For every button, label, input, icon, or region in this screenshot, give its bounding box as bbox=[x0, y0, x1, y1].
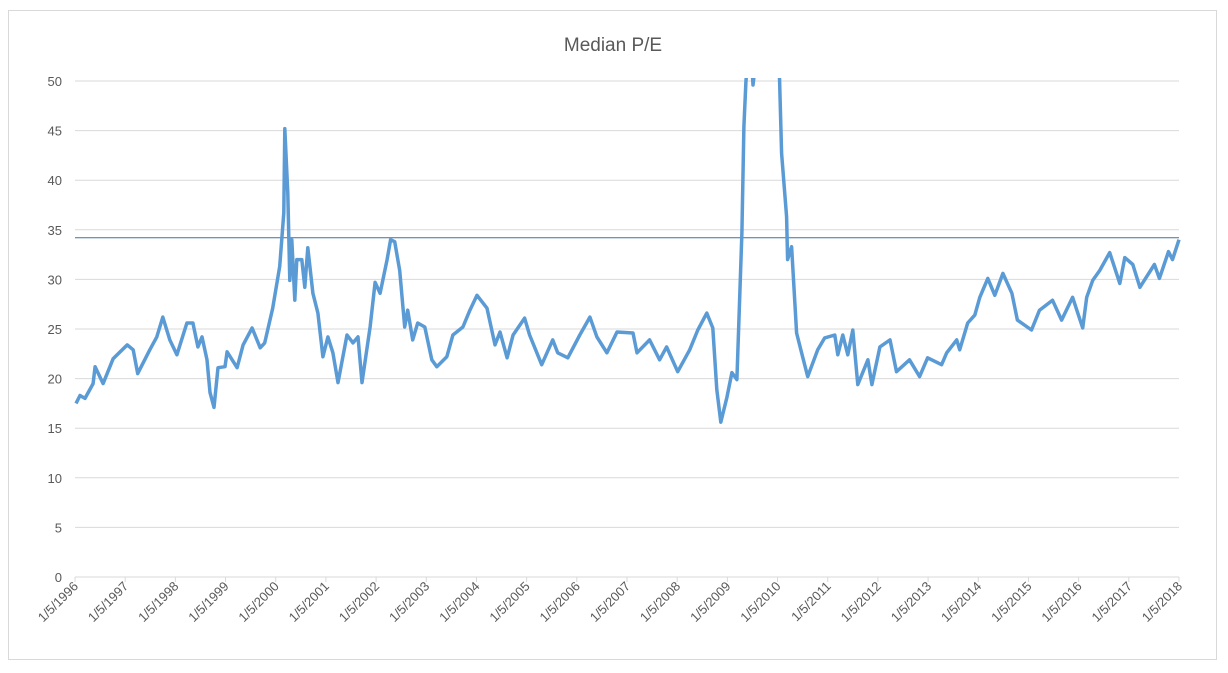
gridlines bbox=[75, 80, 1179, 578]
x-tick-label: 1/5/2012 bbox=[838, 579, 884, 625]
x-tick-label: 1/5/2016 bbox=[1038, 579, 1084, 625]
x-tick-label: 1/5/2008 bbox=[637, 579, 683, 625]
y-tick-label: 20 bbox=[48, 372, 62, 387]
x-tick-label: 1/5/2002 bbox=[336, 579, 382, 625]
y-tick-label: 10 bbox=[48, 471, 62, 486]
x-tick-label: 1/5/1996 bbox=[35, 579, 81, 625]
y-tick-label: 35 bbox=[48, 223, 62, 238]
y-tick-label: 40 bbox=[48, 173, 62, 188]
x-tick-label: 1/5/2005 bbox=[486, 579, 532, 625]
x-tick-label: 1/5/2014 bbox=[938, 579, 984, 625]
y-tick-label: 25 bbox=[48, 322, 62, 337]
x-tick-label: 1/5/2013 bbox=[888, 579, 934, 625]
y-tick-label: 15 bbox=[48, 421, 62, 436]
x-tick-label: 1/5/2015 bbox=[988, 579, 1034, 625]
x-tick-label: 1/5/2009 bbox=[687, 579, 733, 625]
series-line-median-pe bbox=[74, 78, 1181, 424]
x-axis-ticks: 1/5/1996 1/5/1997 1/5/1998 1/5/1999 1/5/2000… bbox=[35, 577, 1185, 625]
x-tick-label: 1/5/2011 bbox=[788, 579, 834, 625]
x-tick-label: 1/5/2000 bbox=[235, 579, 281, 625]
y-tick-label: 45 bbox=[48, 124, 62, 139]
chart-title: Median P/E bbox=[564, 35, 662, 56]
x-tick-label: 1/5/2003 bbox=[386, 579, 432, 625]
x-tick-label: 1/5/2001 bbox=[286, 579, 332, 625]
x-tick-label: 1/5/1998 bbox=[135, 579, 181, 625]
y-tick-label: 0 bbox=[55, 570, 62, 585]
chart-frame bbox=[8, 10, 1217, 660]
y-tick-label: 5 bbox=[55, 520, 62, 535]
x-tick-label: 1/5/2017 bbox=[1089, 579, 1135, 625]
x-tick-label: 1/5/2018 bbox=[1139, 579, 1185, 625]
y-axis-ticks: 0 5 10 15 20 25 30 35 40 45 50 bbox=[48, 74, 62, 585]
x-tick-label: 1/5/2010 bbox=[737, 579, 783, 625]
y-tick-label: 50 bbox=[48, 74, 62, 89]
x-tick-label: 1/5/2006 bbox=[537, 579, 583, 625]
x-tick-label: 1/5/1997 bbox=[85, 579, 131, 625]
x-tick-label: 1/5/2004 bbox=[436, 579, 482, 625]
x-tick-label: 1/5/2007 bbox=[587, 579, 633, 625]
y-tick-label: 30 bbox=[48, 272, 62, 287]
x-tick-label: 1/5/1999 bbox=[185, 579, 231, 625]
